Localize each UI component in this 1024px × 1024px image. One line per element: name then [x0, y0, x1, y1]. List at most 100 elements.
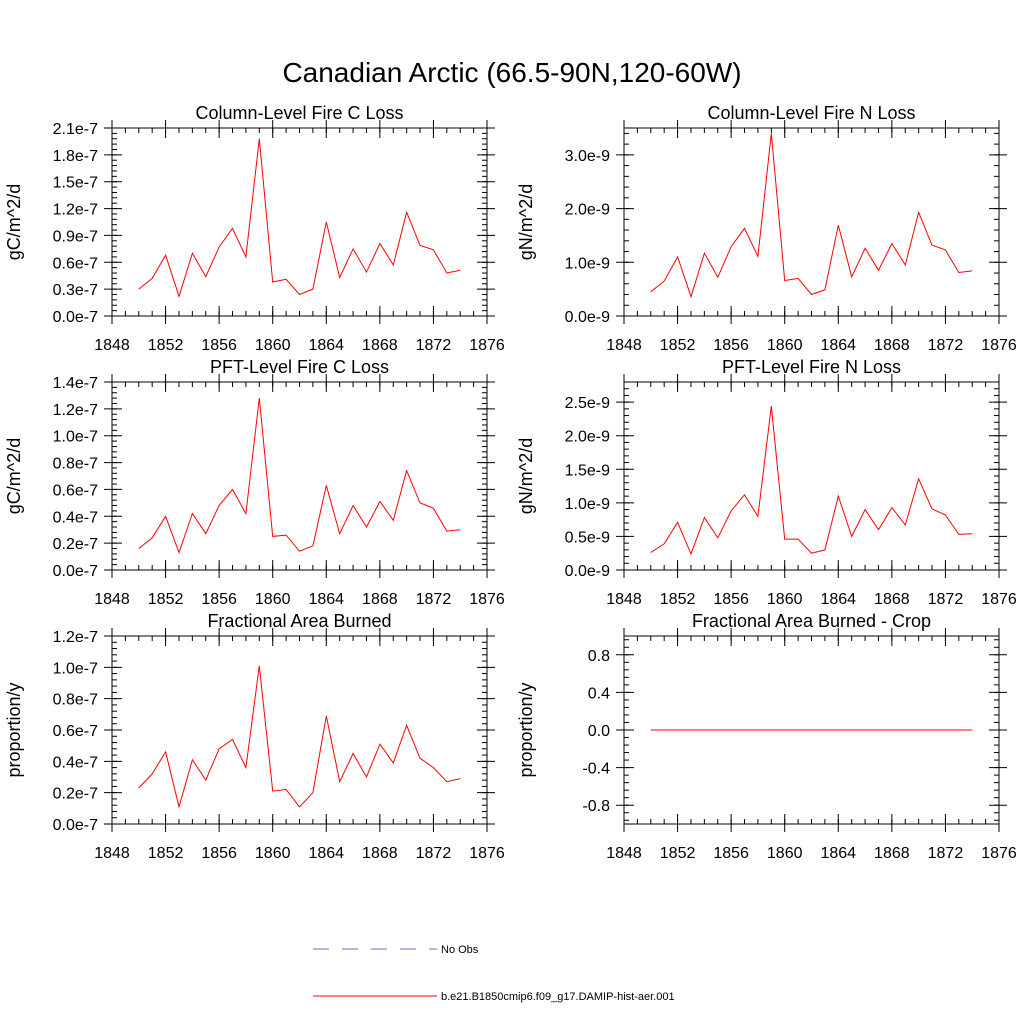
x-tick-label: 1852	[660, 591, 696, 608]
x-tick-label: 1868	[362, 591, 398, 608]
panel-title: PFT-Level Fire N Loss	[722, 357, 901, 377]
y-tick-label: 0.6e-7	[53, 723, 98, 740]
y-axis-label: gN/m^2/d	[516, 438, 536, 514]
x-tick-label: 1860	[255, 337, 291, 354]
y-axis-label: gC/m^2/d	[4, 184, 24, 260]
x-tick-label: 1848	[606, 591, 642, 608]
series-line	[138, 398, 461, 554]
x-tick-label: 1848	[94, 337, 130, 354]
panels: Column-Level Fire C Loss gC/m^2/d 1848 1852…	[4, 103, 1017, 862]
y-tick-label: 1.5e-7	[53, 175, 98, 192]
y-tick-label: 0.4e-7	[53, 754, 98, 771]
legend: No Obs b.e21.B1850cmip6.f09_g17.DAMIP-hi…	[313, 944, 675, 1003]
y-axis-label: gC/m^2/d	[4, 438, 24, 514]
y-tick-label: 0.0e-9	[565, 309, 610, 326]
y-tick-label: 0.8e-7	[53, 456, 98, 473]
y-tick-label: 1.4e-7	[53, 375, 98, 392]
x-tick-label: 1860	[767, 591, 803, 608]
x-tick-label: 1856	[201, 591, 237, 608]
x-tick-label: 1852	[148, 845, 184, 862]
panel-title: Fractional Area Burned	[207, 611, 391, 631]
x-tick-label: 1864	[308, 337, 344, 354]
x-tick-label: 1868	[362, 337, 398, 354]
x-tick-label: 1868	[874, 845, 910, 862]
x-tick-label: 1848	[606, 845, 642, 862]
y-tick-label: 1.8e-7	[53, 148, 98, 165]
panel-title: Column-Level Fire N Loss	[707, 103, 915, 123]
panel-2: Column-Level Fire N Loss gN/m^2/d 1848 1852…	[516, 103, 1017, 354]
panel-6: Fractional Area Burned - Crop proportion/…	[516, 611, 1017, 862]
x-tick-label: 1860	[255, 845, 291, 862]
x-tick-label: 1872	[928, 845, 964, 862]
y-tick-label: 1.0e-7	[53, 660, 98, 677]
x-tick-label: 1852	[148, 337, 184, 354]
panel-1: Column-Level Fire C Loss gC/m^2/d 1848 1852…	[4, 103, 505, 354]
y-tick-label: 2.0e-9	[565, 202, 610, 219]
series-line	[650, 406, 973, 556]
x-tick-label: 1864	[820, 337, 856, 354]
y-tick-label: 1.0e-9	[565, 496, 610, 513]
legend-label-no-obs: No Obs	[441, 944, 479, 956]
x-tick-label: 1868	[874, 337, 910, 354]
y-tick-label: 0.6e-7	[53, 255, 98, 272]
x-tick-label: 1864	[820, 845, 856, 862]
x-tick-label: 1856	[713, 337, 749, 354]
series-line	[650, 133, 973, 299]
x-tick-label: 1872	[928, 591, 964, 608]
y-tick-label: 0.0e-7	[53, 817, 98, 834]
y-tick-label: 0.6e-7	[53, 482, 98, 499]
y-tick-label: 0.0e-7	[53, 309, 98, 326]
x-tick-label: 1876	[981, 337, 1017, 354]
x-tick-label: 1856	[713, 591, 749, 608]
x-tick-label: 1876	[469, 591, 505, 608]
x-tick-label: 1864	[308, 845, 344, 862]
panel-title: Column-Level Fire C Loss	[195, 103, 403, 123]
panel-title: PFT-Level Fire C Loss	[210, 357, 389, 377]
x-tick-label: 1872	[928, 337, 964, 354]
x-tick-label: 1868	[874, 591, 910, 608]
x-tick-label: 1852	[148, 591, 184, 608]
y-tick-label: 0.4e-7	[53, 509, 98, 526]
y-tick-label: 1.2e-7	[53, 402, 98, 419]
y-tick-label: 0.9e-7	[53, 228, 98, 245]
panel-title: Fractional Area Burned - Crop	[692, 611, 931, 631]
y-tick-label: 0.4	[588, 685, 610, 702]
x-tick-label: 1864	[820, 591, 856, 608]
y-tick-label: 2.5e-9	[565, 395, 610, 412]
y-tick-label: 0.0e-7	[53, 563, 98, 580]
x-tick-label: 1872	[416, 845, 452, 862]
x-tick-label: 1856	[713, 845, 749, 862]
y-tick-label: 0.0	[588, 723, 610, 740]
y-axis-label: proportion/y	[516, 682, 536, 777]
y-tick-label: 0.2e-7	[53, 786, 98, 803]
y-tick-label: 1.2e-7	[53, 629, 98, 646]
x-tick-label: 1848	[94, 845, 130, 862]
x-tick-label: 1872	[416, 591, 452, 608]
legend-label-model: b.e21.B1850cmip6.f09_g17.DAMIP-hist-aer.…	[441, 991, 675, 1003]
x-tick-label: 1852	[660, 337, 696, 354]
series-line	[138, 665, 461, 809]
y-tick-label: 1.0e-7	[53, 429, 98, 446]
panel-5: Fractional Area Burned proportion/y 1848 18…	[4, 611, 505, 862]
y-tick-label: 1.0e-9	[565, 255, 610, 272]
y-tick-label: 0.8	[588, 648, 610, 665]
x-tick-label: 1860	[767, 337, 803, 354]
y-tick-label: 1.2e-7	[53, 202, 98, 219]
x-tick-label: 1860	[255, 591, 291, 608]
y-tick-label: 0.2e-7	[53, 536, 98, 553]
series-line	[138, 138, 461, 298]
x-tick-label: 1876	[469, 337, 505, 354]
x-tick-label: 1860	[767, 845, 803, 862]
y-tick-label: -0.8	[582, 798, 610, 815]
figure-title: Canadian Arctic (66.5-90N,120-60W)	[282, 57, 741, 88]
y-tick-label: 2.1e-7	[53, 121, 98, 138]
x-tick-label: 1856	[201, 845, 237, 862]
y-tick-label: 1.5e-9	[565, 462, 610, 479]
x-tick-label: 1864	[308, 591, 344, 608]
x-tick-label: 1876	[981, 591, 1017, 608]
x-tick-label: 1872	[416, 337, 452, 354]
x-tick-label: 1876	[981, 845, 1017, 862]
y-axis-label: proportion/y	[4, 682, 24, 777]
